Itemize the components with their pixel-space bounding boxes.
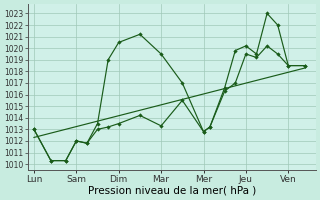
- X-axis label: Pression niveau de la mer( hPa ): Pression niveau de la mer( hPa ): [88, 186, 256, 196]
